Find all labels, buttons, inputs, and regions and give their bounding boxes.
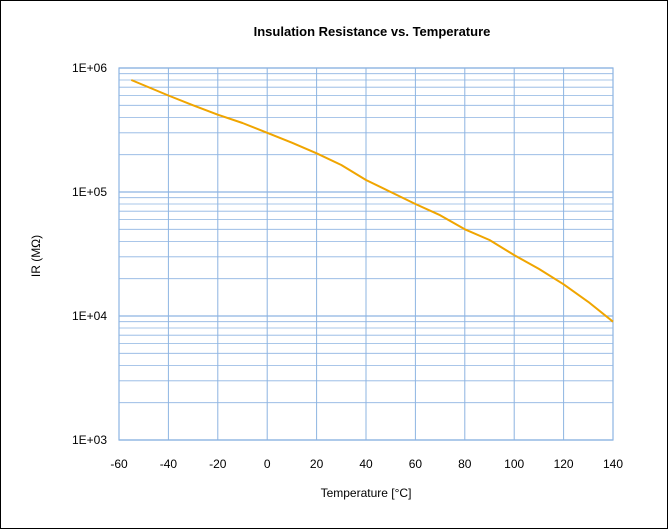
x-tick-label: -40 (160, 457, 178, 471)
grid-lines (118, 67, 614, 441)
x-tick-label: -20 (209, 457, 227, 471)
plot-border (118, 67, 614, 441)
series-line (130, 79, 614, 323)
x-tick-label: 140 (603, 457, 623, 471)
x-tick-label: 0 (264, 457, 271, 471)
y-tick-label: 1E+06 (72, 61, 107, 75)
x-tick-label: 40 (359, 457, 373, 471)
y-tick-label: 1E+04 (72, 309, 107, 323)
x-tick-labels: -60 -40 -20 0 20 40 60 80 100 120 140 (110, 457, 623, 471)
series-group (130, 79, 614, 323)
x-tick-label: 20 (310, 457, 324, 471)
x-axis-label: Temperature [°C] (321, 486, 412, 500)
y-tick-labels: 1E+03 1E+04 1E+05 1E+06 (72, 61, 107, 447)
x-tick-label: 60 (409, 457, 423, 471)
x-tick-label: -60 (110, 457, 128, 471)
x-tick-label: 100 (504, 457, 524, 471)
x-tick-label: 120 (554, 457, 574, 471)
axes (118, 67, 614, 441)
y-tick-label: 1E+05 (72, 185, 107, 199)
x-tick-label: 80 (458, 457, 472, 471)
y-tick-label: 1E+03 (72, 433, 107, 447)
y-axis-label: IR (MΩ) (29, 235, 43, 277)
chart-title: Insulation Resistance vs. Temperature (254, 24, 491, 39)
